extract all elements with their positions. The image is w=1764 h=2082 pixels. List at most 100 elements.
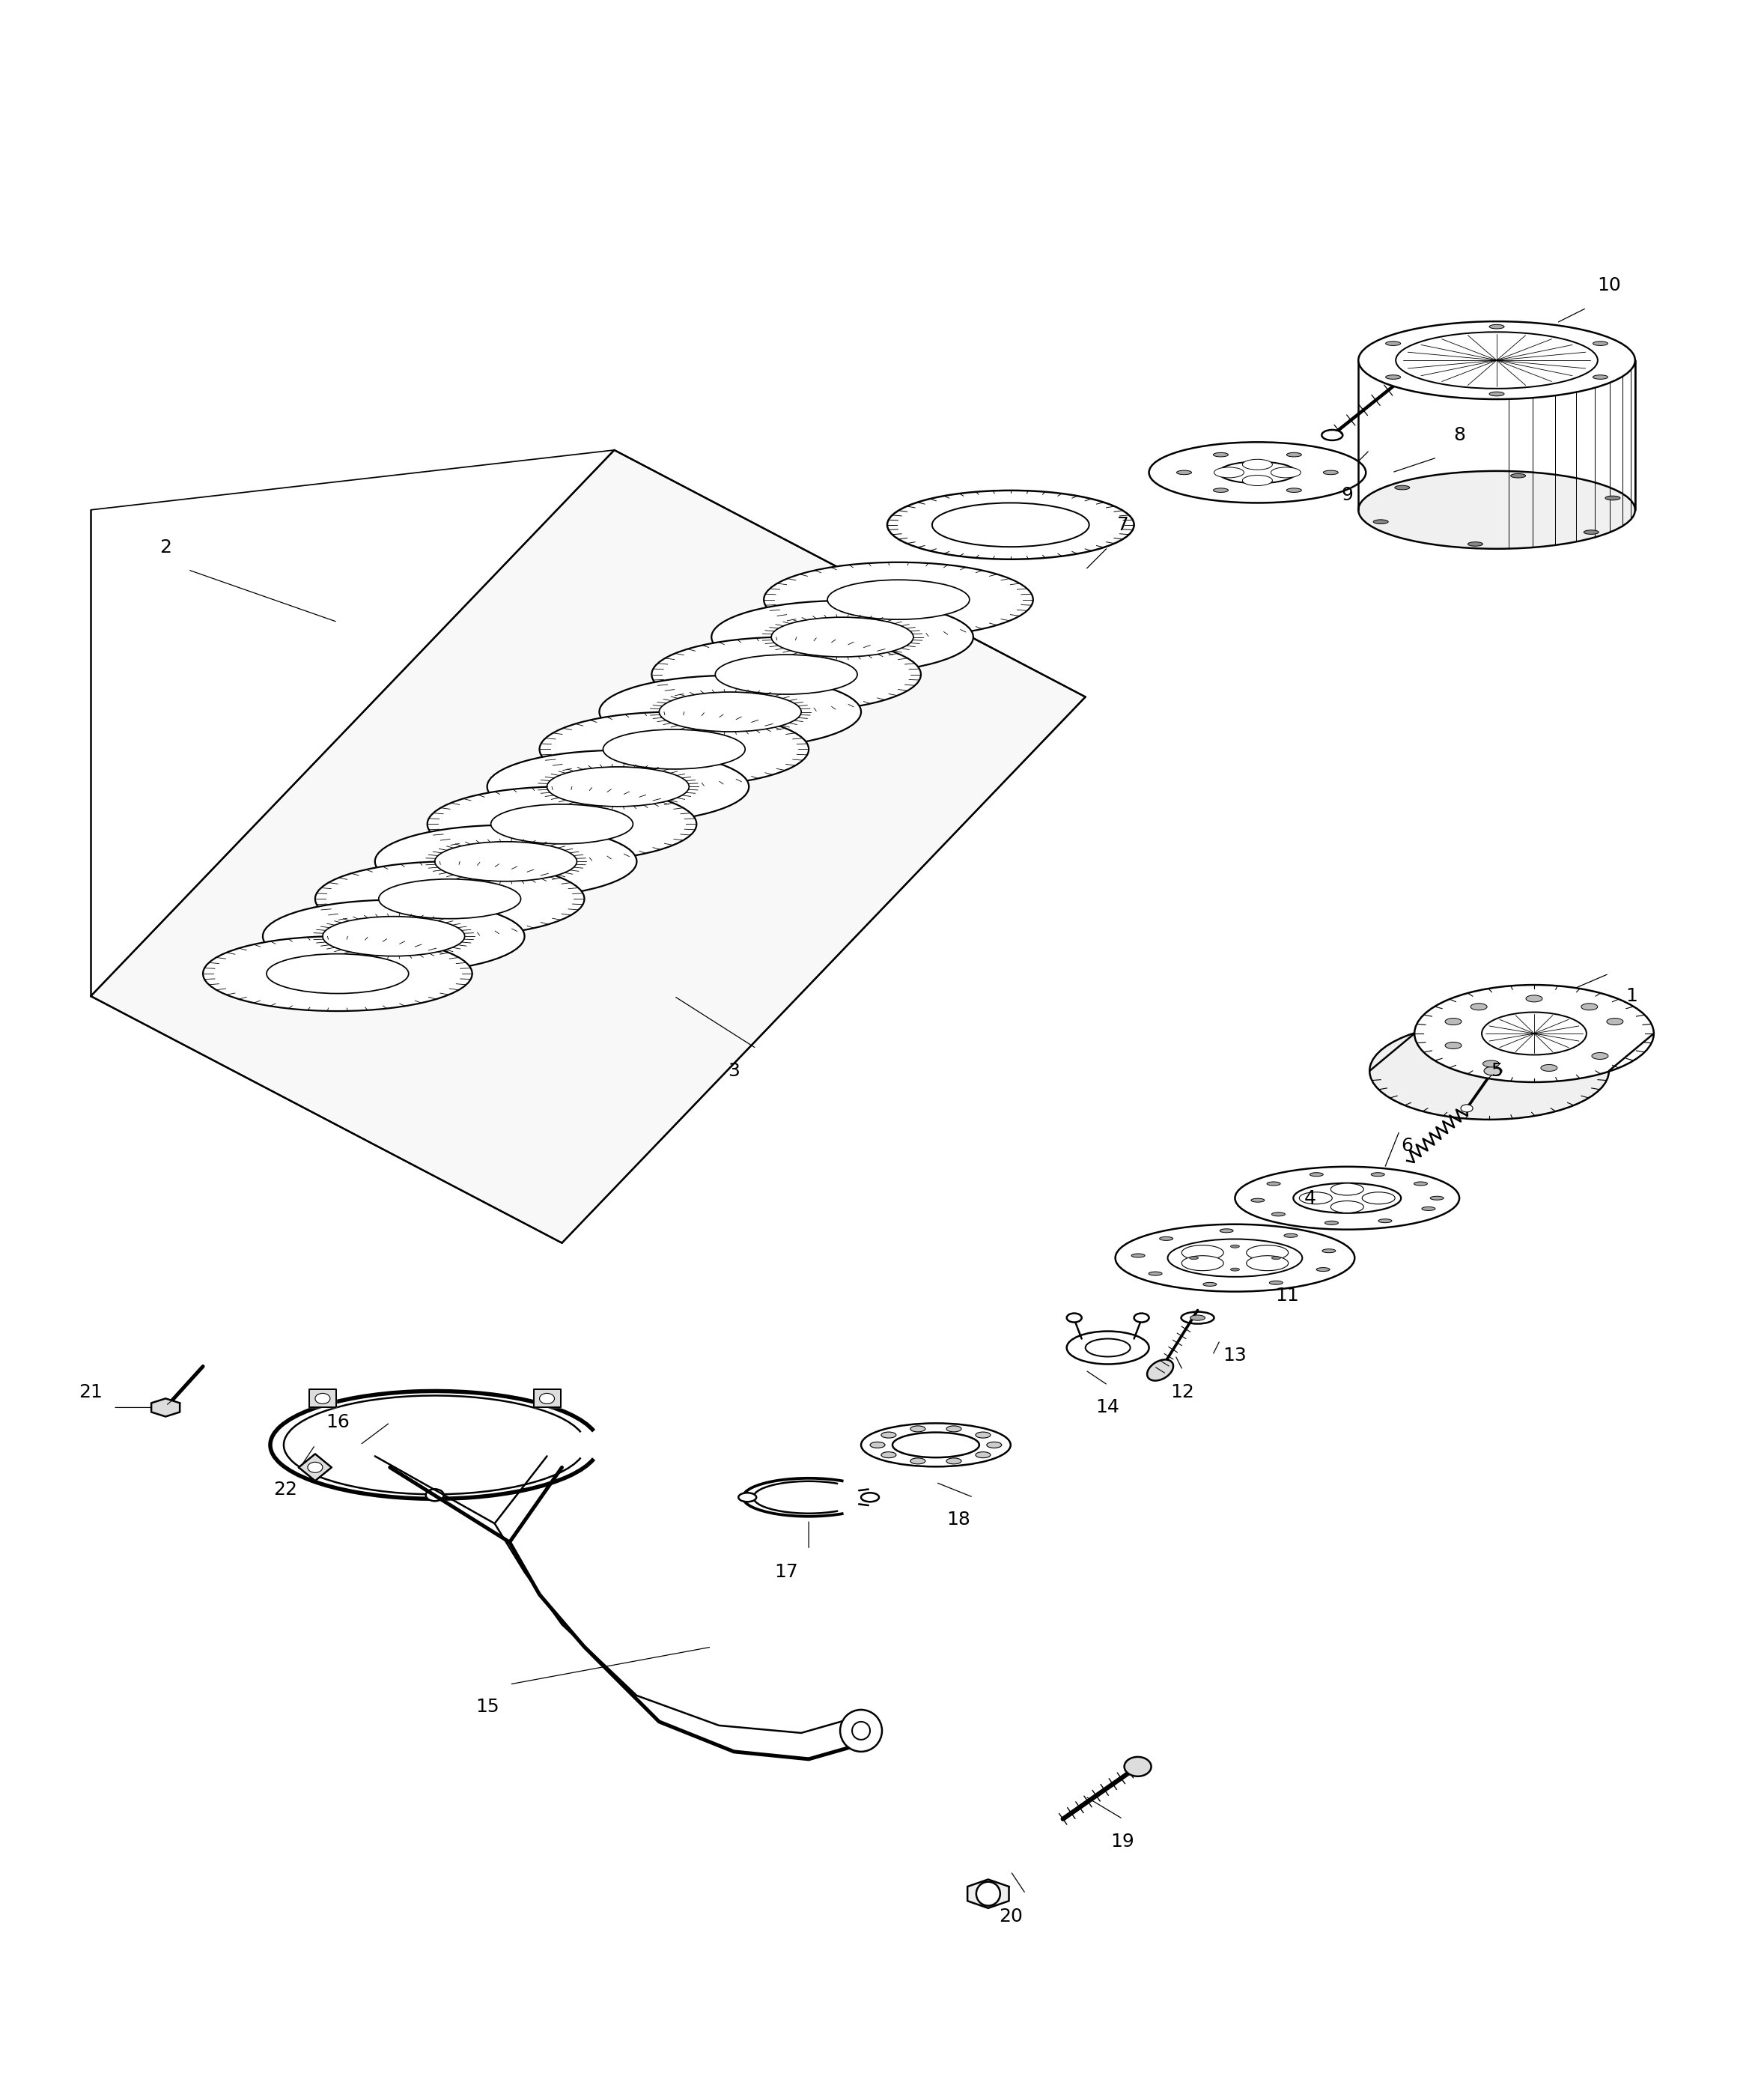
Ellipse shape	[1584, 531, 1598, 535]
Text: 2: 2	[159, 539, 171, 556]
Ellipse shape	[1242, 475, 1272, 485]
Ellipse shape	[1415, 985, 1655, 1083]
Ellipse shape	[771, 616, 914, 658]
Ellipse shape	[547, 766, 690, 806]
Ellipse shape	[711, 602, 974, 672]
Ellipse shape	[1270, 466, 1300, 477]
Ellipse shape	[1484, 1066, 1501, 1076]
Ellipse shape	[1247, 1245, 1288, 1260]
Ellipse shape	[1231, 1245, 1240, 1247]
Ellipse shape	[882, 1432, 896, 1439]
Ellipse shape	[1607, 1018, 1623, 1024]
Text: 11: 11	[1275, 1287, 1300, 1303]
Ellipse shape	[1605, 496, 1619, 500]
Text: 17: 17	[774, 1564, 797, 1580]
Ellipse shape	[1286, 487, 1302, 491]
Ellipse shape	[1270, 1280, 1282, 1285]
Ellipse shape	[1148, 1272, 1162, 1276]
Ellipse shape	[1422, 1208, 1436, 1210]
Ellipse shape	[764, 562, 1034, 637]
Ellipse shape	[1182, 1245, 1224, 1260]
Ellipse shape	[1358, 321, 1635, 400]
Polygon shape	[309, 1389, 337, 1407]
Ellipse shape	[1067, 1314, 1081, 1322]
Ellipse shape	[1189, 1255, 1198, 1260]
Ellipse shape	[1067, 1330, 1148, 1364]
Polygon shape	[967, 1880, 1009, 1907]
Ellipse shape	[1395, 331, 1598, 389]
Ellipse shape	[1395, 485, 1409, 489]
Ellipse shape	[1387, 375, 1401, 379]
Ellipse shape	[603, 729, 744, 768]
Text: 14: 14	[1095, 1399, 1120, 1416]
Ellipse shape	[947, 1426, 961, 1432]
Ellipse shape	[651, 637, 921, 712]
Ellipse shape	[1134, 1314, 1148, 1322]
Ellipse shape	[434, 841, 577, 881]
Ellipse shape	[714, 654, 857, 693]
Polygon shape	[298, 1453, 332, 1480]
Ellipse shape	[1482, 1012, 1586, 1056]
Ellipse shape	[1124, 1757, 1152, 1776]
Ellipse shape	[1203, 1283, 1217, 1287]
Ellipse shape	[1231, 1268, 1240, 1270]
Ellipse shape	[203, 937, 473, 1012]
Circle shape	[840, 1709, 882, 1751]
Ellipse shape	[1371, 1172, 1385, 1176]
Ellipse shape	[1330, 1183, 1364, 1195]
Ellipse shape	[1131, 1253, 1145, 1258]
Ellipse shape	[540, 712, 808, 787]
Ellipse shape	[1510, 473, 1526, 479]
Text: 18: 18	[946, 1512, 970, 1528]
Ellipse shape	[1284, 1235, 1298, 1237]
Ellipse shape	[1242, 460, 1272, 471]
Text: 12: 12	[1171, 1385, 1194, 1401]
Ellipse shape	[1593, 375, 1607, 379]
Ellipse shape	[379, 879, 520, 918]
Ellipse shape	[1191, 1316, 1205, 1320]
Ellipse shape	[861, 1493, 878, 1501]
Ellipse shape	[490, 804, 633, 843]
Ellipse shape	[316, 1393, 330, 1403]
Ellipse shape	[1235, 1166, 1459, 1230]
Text: 15: 15	[475, 1697, 499, 1716]
Polygon shape	[533, 1389, 561, 1407]
Ellipse shape	[660, 691, 801, 731]
Ellipse shape	[1147, 1360, 1173, 1380]
Ellipse shape	[1286, 452, 1302, 456]
Ellipse shape	[1540, 1064, 1558, 1072]
Circle shape	[975, 1882, 1000, 1905]
Ellipse shape	[600, 675, 861, 747]
Ellipse shape	[1593, 341, 1607, 346]
Ellipse shape	[893, 1432, 979, 1457]
Ellipse shape	[427, 787, 697, 862]
Text: 3: 3	[729, 1062, 739, 1081]
Ellipse shape	[1272, 1255, 1281, 1260]
Ellipse shape	[1219, 1228, 1233, 1233]
Ellipse shape	[947, 1457, 961, 1464]
Text: 22: 22	[273, 1480, 296, 1499]
Ellipse shape	[316, 862, 584, 937]
Ellipse shape	[882, 1451, 896, 1457]
Ellipse shape	[827, 579, 970, 620]
Ellipse shape	[1267, 1183, 1281, 1185]
Ellipse shape	[1148, 441, 1365, 504]
Ellipse shape	[1581, 1004, 1598, 1010]
Text: 8: 8	[1454, 427, 1466, 443]
Text: 16: 16	[326, 1414, 349, 1432]
Ellipse shape	[1085, 1339, 1131, 1357]
Ellipse shape	[1445, 1018, 1462, 1024]
Text: 10: 10	[1596, 277, 1621, 294]
Ellipse shape	[1431, 1197, 1443, 1199]
Polygon shape	[152, 1399, 180, 1416]
Ellipse shape	[887, 491, 1134, 560]
Text: 6: 6	[1401, 1137, 1413, 1156]
Ellipse shape	[1214, 487, 1228, 491]
Ellipse shape	[910, 1426, 926, 1432]
Ellipse shape	[1323, 1249, 1335, 1253]
Ellipse shape	[1219, 462, 1297, 483]
Text: 9: 9	[1341, 485, 1353, 504]
Ellipse shape	[1362, 1193, 1395, 1203]
Ellipse shape	[487, 750, 750, 822]
Circle shape	[852, 1722, 870, 1741]
